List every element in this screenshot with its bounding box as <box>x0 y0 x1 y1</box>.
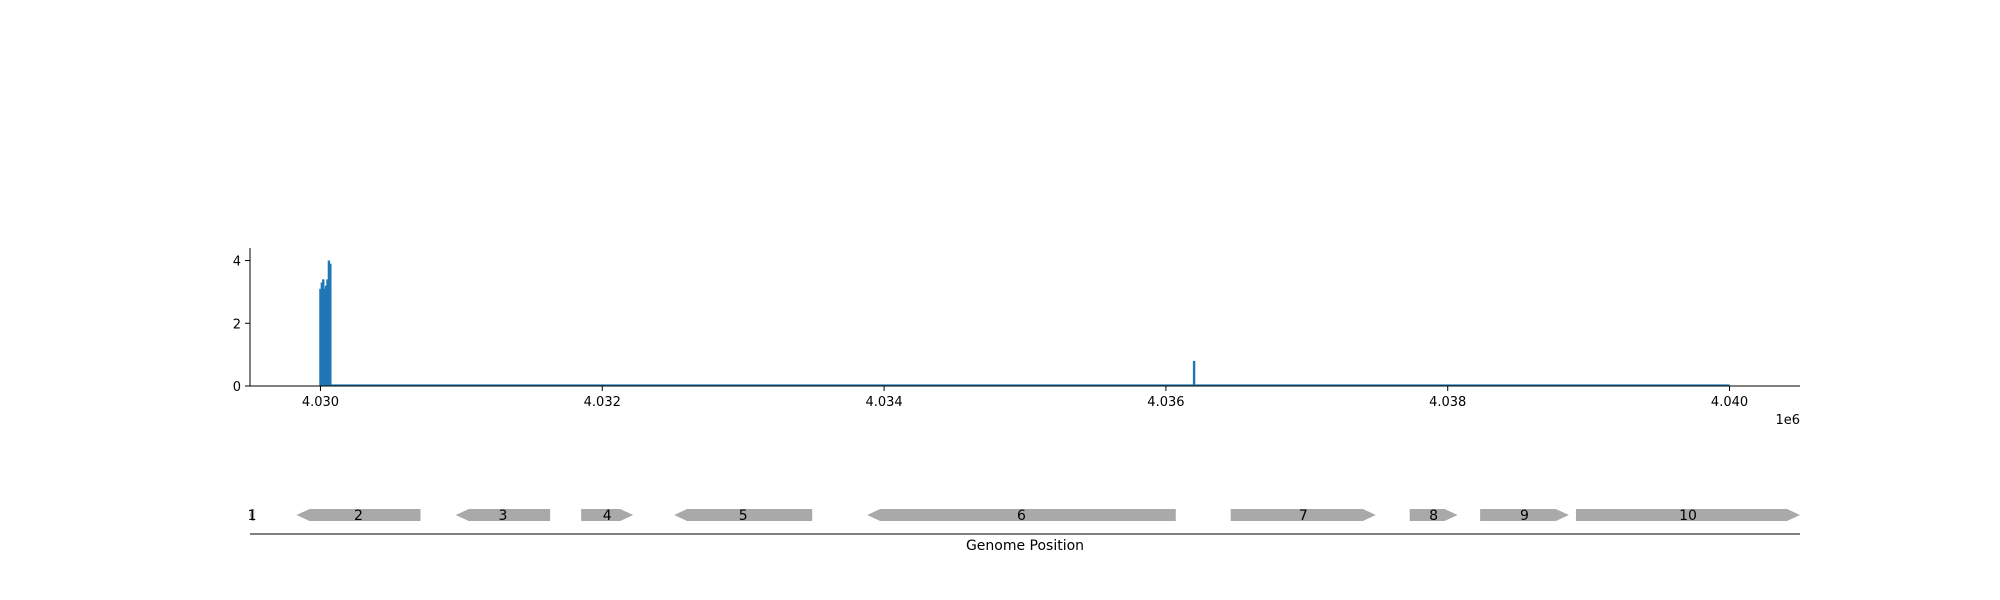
gene-arrow <box>674 509 813 521</box>
coverage-bar <box>320 282 324 386</box>
gene-label: 3 <box>498 508 507 524</box>
gene-label: 10 <box>1679 508 1697 524</box>
gene-label: 8 <box>1429 508 1438 524</box>
coverage-bar <box>324 285 328 386</box>
gene-track-xlabel: Genome Position <box>966 538 1084 554</box>
gene-arrow <box>1409 509 1458 521</box>
gene-arrow <box>296 509 421 521</box>
gene-label: 9 <box>1520 508 1529 524</box>
gene-label: 1 <box>248 508 257 524</box>
coverage-bar <box>1192 360 1196 386</box>
coverage-baseline <box>320 384 1730 386</box>
x-tick-label: 4.038 <box>1429 395 1466 410</box>
gene-arrow <box>581 509 634 521</box>
y-tick-label: 0 <box>233 380 241 395</box>
gene-label: 5 <box>739 508 748 524</box>
x-tick-label: 4.034 <box>865 395 902 410</box>
coverage-bars <box>319 260 1730 386</box>
gene-label: 2 <box>354 508 363 524</box>
gene-arrow <box>1575 509 1800 521</box>
coverage-plot: 0 2 4 4.030 4.032 4.034 4.036 4.038 4.040 1e6 <box>233 248 1800 428</box>
gene-arrow <box>867 509 1176 521</box>
x-tick-label: 4.036 <box>1147 395 1184 410</box>
gene-arrow <box>1480 509 1569 521</box>
gene-label: 7 <box>1299 508 1308 524</box>
x-offset-label: 1e6 <box>1775 413 1800 428</box>
coverage-bar <box>319 288 322 386</box>
gene-label: 6 <box>1017 508 1026 524</box>
coverage-bar <box>323 288 326 386</box>
x-tick-label: 4.040 <box>1711 395 1748 410</box>
coverage-bar <box>322 279 325 386</box>
gene-label: 4 <box>603 508 612 524</box>
y-tick-label: 2 <box>233 317 241 332</box>
x-tick-label: 4.030 <box>302 395 339 410</box>
y-ticks: 0 2 4 <box>233 255 250 395</box>
gene-arrows: 1 2 3 4 5 6 7 8 9 10 <box>248 508 1800 524</box>
x-ticks: 4.030 4.032 4.034 4.036 4.038 4.040 <box>302 386 1748 410</box>
coverage-bar <box>329 263 332 386</box>
gene-arrow <box>455 509 551 521</box>
coverage-bar <box>326 279 329 386</box>
gene-arrow <box>1230 509 1376 521</box>
gene-track: 1 2 3 4 5 6 7 8 9 10 Genome Position <box>248 508 1800 554</box>
y-tick-label: 4 <box>233 255 241 270</box>
x-tick-label: 4.032 <box>584 395 621 410</box>
gene-arrow <box>250 509 255 521</box>
coverage-bar <box>327 260 331 386</box>
